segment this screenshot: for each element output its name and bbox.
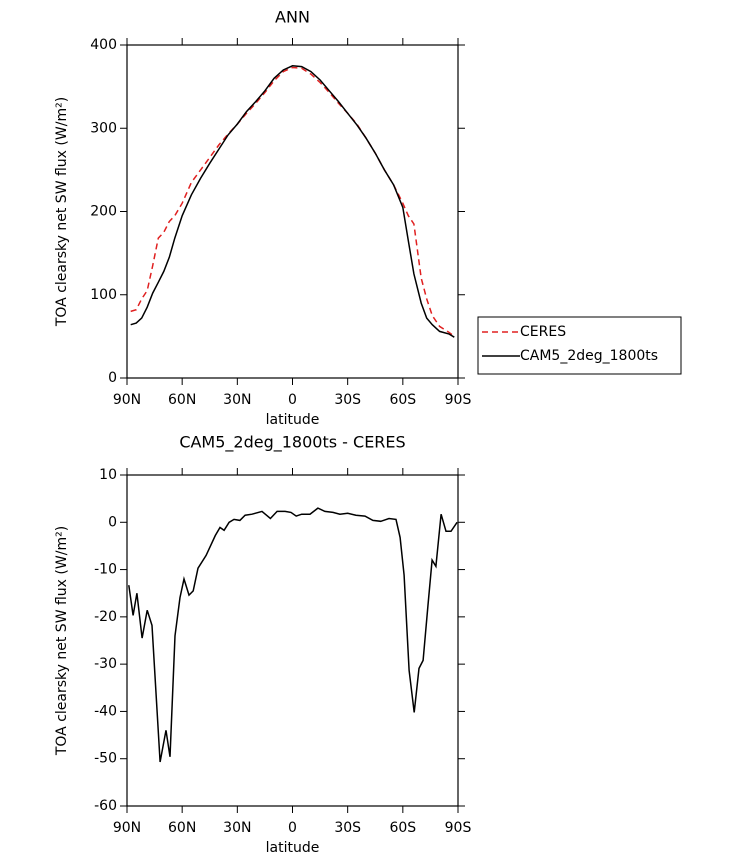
x-tick-label: 90S — [445, 392, 472, 408]
x-tick-label: 30N — [223, 820, 251, 836]
x-tick-label: 60S — [389, 820, 416, 836]
plot-frame — [126, 474, 459, 807]
x-tick-label: 30N — [223, 392, 251, 408]
y-tick-label: 0 — [108, 514, 117, 530]
x-tick-label: 60N — [168, 820, 196, 836]
chart-title: CAM5_2deg_1800ts - CERES — [179, 433, 405, 453]
y-axis-label: TOA clearsky net SW flux (W/m²) — [54, 97, 70, 327]
chart-title: ANN — [275, 8, 310, 27]
y-axis-label: TOA clearsky net SW flux (W/m²) — [54, 526, 70, 756]
x-tick-label: 30S — [334, 820, 361, 836]
x-tick-label: 60S — [389, 392, 416, 408]
y-tick-label: -30 — [94, 656, 117, 672]
x-axis-label: latitude — [266, 412, 320, 428]
y-tick-label: 100 — [90, 287, 117, 303]
x-tick-label: 60N — [168, 392, 196, 408]
data-line — [128, 507, 458, 763]
y-tick-label: -20 — [94, 609, 117, 625]
y-tick-label: -40 — [94, 703, 117, 719]
x-tick-label: 90N — [113, 392, 141, 408]
x-tick-label: 90N — [113, 820, 141, 836]
legend-label: CERES — [520, 324, 566, 340]
y-tick-label: 300 — [90, 120, 117, 136]
y-tick-label: 400 — [90, 37, 117, 53]
y-tick-label: 200 — [90, 204, 117, 220]
legend-label: CAM5_2deg_1800ts — [520, 348, 658, 364]
y-tick-label: 10 — [99, 467, 117, 483]
legend-box — [477, 316, 682, 375]
data-line — [130, 66, 455, 337]
y-tick-label: -10 — [94, 562, 117, 578]
x-tick-label: 0 — [288, 392, 297, 408]
x-tick-label: 0 — [288, 820, 297, 836]
y-tick-label: -50 — [94, 751, 117, 767]
x-tick-label: 30S — [334, 392, 361, 408]
y-tick-label: -60 — [94, 798, 117, 814]
x-axis-label: latitude — [266, 840, 320, 856]
x-tick-label: 90S — [445, 820, 472, 836]
data-line — [130, 65, 455, 338]
y-tick-label: 0 — [108, 370, 117, 386]
